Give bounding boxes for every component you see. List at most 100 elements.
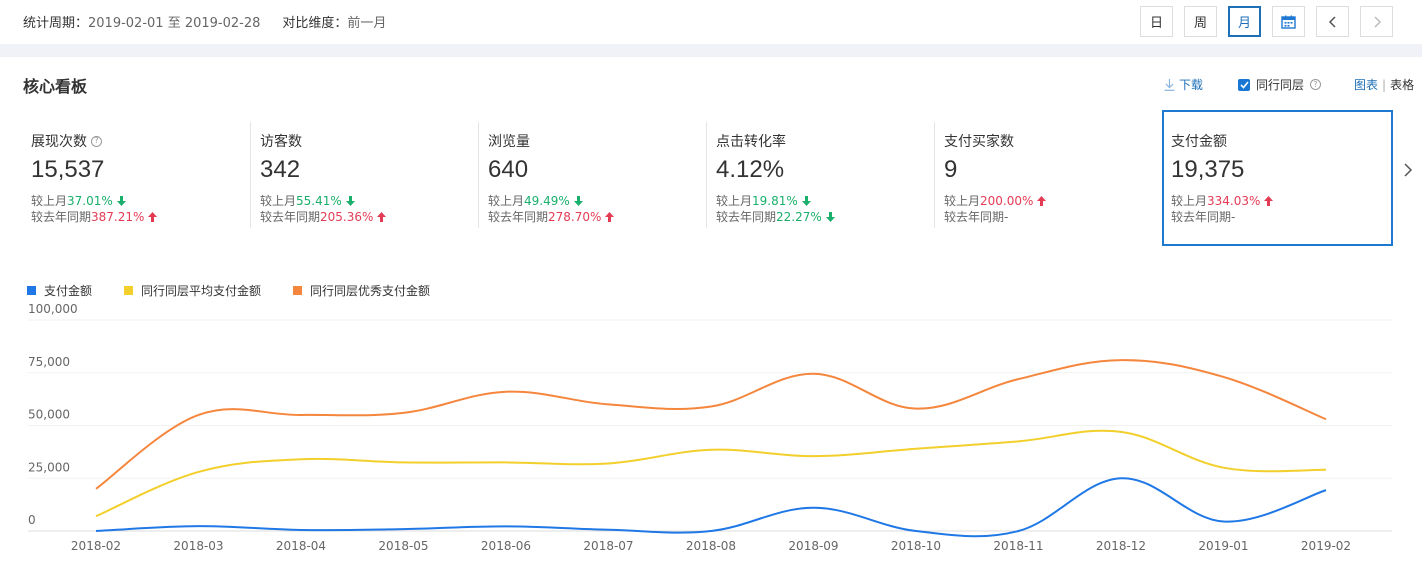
x-tick-label: 2018-06 (481, 539, 531, 553)
peer-toggle[interactable]: 同行同层 ? (1238, 76, 1322, 93)
x-tick-label: 2018-04 (276, 539, 326, 553)
y-tick-label: 50,000 (28, 408, 70, 422)
calendar-icon (1281, 15, 1296, 29)
view-chart-tab[interactable]: 图表 (1354, 78, 1379, 92)
help-icon[interactable]: ? (1310, 79, 1322, 90)
kpi-value: 9 (944, 156, 958, 183)
legend-item[interactable]: 支付金额 (27, 282, 92, 299)
x-tick-label: 2018-11 (993, 539, 1043, 553)
kpi-yoy: 较去年同期- (1171, 210, 1236, 224)
kpi-card[interactable]: 浏览量 640 较上月49.49% 较去年同期278.70% (478, 122, 706, 228)
view-table-tab[interactable]: 表格 (1390, 78, 1415, 92)
chevron-right-icon (1373, 15, 1381, 28)
kpi-yoy: 较去年同期22.27% (716, 209, 934, 225)
arrow-up-icon (1264, 196, 1274, 206)
view-switch: 图表 | 表格 (1354, 78, 1415, 92)
kpi-value: 4.12% (716, 156, 785, 183)
y-tick-label: 100,000 (28, 302, 78, 316)
kpi-card[interactable]: 访客数 342 较上月55.41% 较去年同期205.36% (250, 122, 478, 228)
x-tick-label: 2018-02 (71, 539, 121, 553)
chevron-right-icon[interactable] (1403, 162, 1413, 178)
top-bar: 统计周期：2019-02-01 至 2019-02-28 对比维度：前一月 日 周… (0, 0, 1422, 44)
kpi-row: 展现次数? 15,537 较上月37.01% 较去年同期387.21% 访客数 342 较上… (22, 110, 1402, 246)
y-tick-label: 0 (28, 513, 36, 527)
arrow-up-icon (377, 212, 387, 222)
x-tick-label: 2018-08 (686, 539, 736, 553)
kpi-yoy: 较去年同期278.70% (488, 209, 706, 225)
peer-checkbox[interactable] (1238, 78, 1250, 91)
legend-label: 同行同层平均支付金额 (141, 284, 262, 298)
week-button[interactable]: 周 (1184, 6, 1217, 37)
arrow-down-icon (345, 196, 355, 206)
y-tick-label: 25,000 (28, 460, 70, 474)
y-tick-label: 75,000 (28, 355, 70, 369)
legend-label: 支付金额 (44, 284, 93, 298)
kpi-name: 展现次数? (31, 132, 250, 150)
kpi-yoy: 较去年同期387.21% (31, 209, 250, 225)
arrow-down-icon (825, 212, 835, 222)
x-tick-label: 2018-12 (1096, 539, 1146, 553)
arrow-up-icon (148, 212, 158, 222)
compare-label: 对比维度： (282, 16, 348, 31)
day-button[interactable]: 日 (1140, 6, 1173, 37)
x-tick-label: 2019-01 (1198, 539, 1248, 553)
download-button[interactable]: 下载 (1164, 76, 1203, 93)
kpi-value: 15,537 (31, 156, 105, 183)
legend-item[interactable]: 同行同层平均支付金额 (124, 282, 261, 299)
arrow-up-icon (605, 212, 615, 222)
period-controls: 日 周 月 (1140, 6, 1393, 37)
legend-item[interactable]: 同行同层优秀支付金额 (293, 282, 430, 299)
period-value: 2019-02-01 至 2019-02-28 (88, 16, 261, 31)
arrow-down-icon (116, 196, 126, 206)
kpi-mom: 较上月55.41% (260, 193, 478, 209)
arrow-up-icon (1037, 196, 1047, 206)
download-label: 下载 (1179, 78, 1204, 92)
kpi-yoy: 较去年同期205.36% (260, 209, 478, 225)
arrow-down-icon (801, 196, 811, 206)
legend-swatch (27, 286, 36, 295)
period-info: 统计周期：2019-02-01 至 2019-02-28 对比维度：前一月 (23, 12, 386, 31)
kpi-yoy: 较去年同期- (944, 210, 1009, 224)
kpi-mom: 较上月37.01% (31, 193, 250, 209)
help-icon[interactable]: ? (91, 135, 102, 147)
kpi-value: 640 (488, 156, 529, 183)
period-label: 统计周期： (23, 16, 89, 31)
section-separator (0, 44, 1422, 57)
x-tick-label: 2019-02 (1301, 539, 1351, 553)
peer-label: 同行同层 (1256, 78, 1305, 92)
chart-legend: 支付金额 同行同层平均支付金额 同行同层优秀支付金额 (27, 282, 462, 299)
x-tick-label: 2018-07 (583, 539, 633, 553)
kpi-name: 点击转化率 (716, 134, 786, 150)
legend-swatch (293, 286, 303, 295)
month-button[interactable]: 月 (1228, 6, 1261, 37)
legend-label: 同行同层优秀支付金额 (310, 284, 431, 298)
kpi-mom: 较上月19.81% (716, 193, 934, 209)
board-title: 核心看板 (23, 77, 88, 96)
kpi-name: 支付金额 (1171, 134, 1227, 150)
chevron-left-icon (1328, 15, 1336, 28)
calendar-button[interactable] (1272, 6, 1305, 37)
series-line-0[interactable] (95, 477, 1327, 538)
line-chart: 0 25,000 50,000 75,000 100,000 2018-02 2018-03… (28, 302, 1392, 553)
checkmark-icon (1239, 80, 1249, 89)
x-tick-label: 2018-05 (378, 539, 428, 553)
series-line-2[interactable] (95, 359, 1327, 490)
x-tick-label: 2018-03 (173, 539, 223, 553)
kpi-name: 浏览量 (488, 134, 530, 150)
kpi-mom: 较上月334.03% (1171, 193, 1391, 209)
board-tools: 下载 同行同层 ? 图表 | 表格 (1122, 76, 1422, 94)
kpi-card[interactable]: 支付买家数 9 较上月200.00% 较去年同期- (934, 122, 1162, 228)
kpi-card[interactable]: 支付金额 19,375 较上月334.03% 较去年同期- (1162, 110, 1393, 246)
prev-button[interactable] (1316, 6, 1349, 37)
kpi-card[interactable]: 点击转化率 4.12% 较上月19.81% 较去年同期22.27% (706, 122, 934, 228)
kpi-mom: 较上月200.00% (944, 193, 1162, 209)
kpi-card[interactable]: 展现次数? 15,537 较上月37.01% 较去年同期387.21% (22, 122, 250, 228)
kpi-value: 342 (260, 156, 301, 183)
x-tick-label: 2018-10 (891, 539, 941, 553)
compare-value: 前一月 (347, 16, 387, 31)
x-tick-label: 2018-09 (788, 539, 838, 553)
kpi-name: 访客数 (260, 134, 302, 150)
next-button[interactable] (1360, 6, 1393, 37)
series-line-1[interactable] (95, 429, 1327, 518)
legend-swatch (124, 286, 134, 295)
